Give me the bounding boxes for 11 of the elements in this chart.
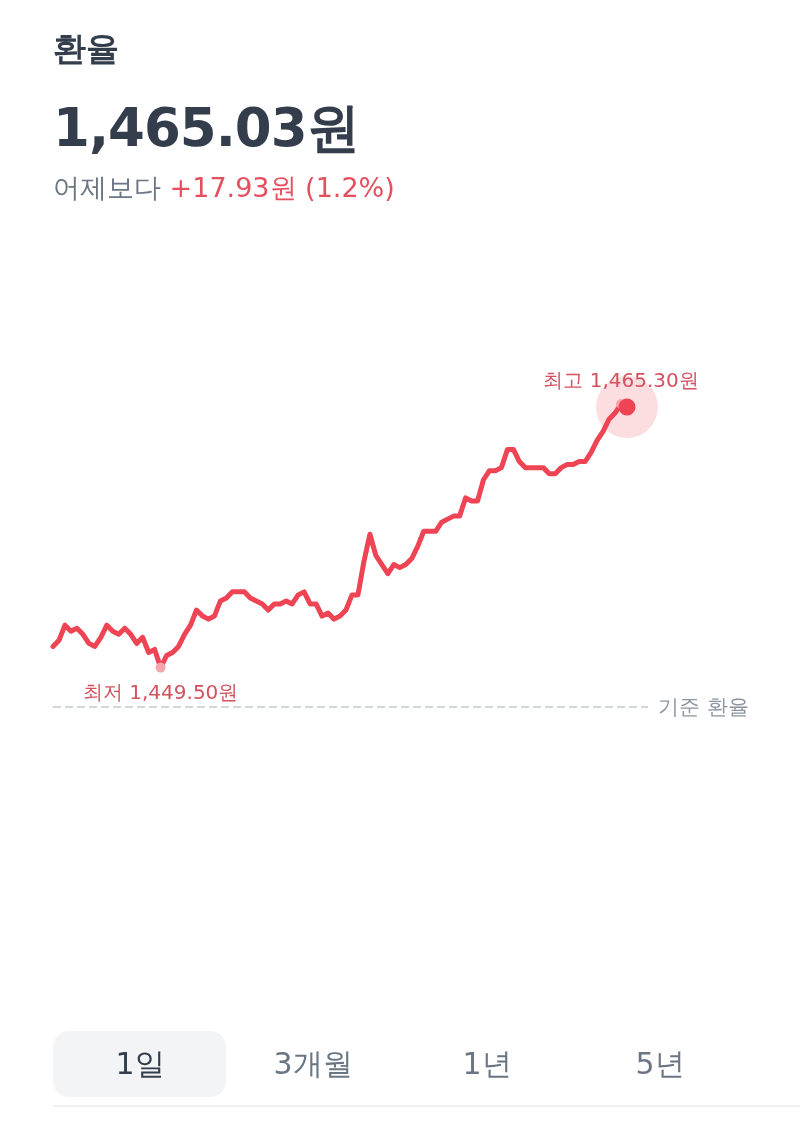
chart-title: 환율 [53,28,119,70]
text: 5년 [634,1045,686,1083]
text: 3개월 [272,1045,354,1083]
text: 1년 [461,1045,513,1083]
annotation: 최고 1,465.30원 [543,368,699,392]
chart-subtitle: 1,465.03원 [53,96,359,160]
text: +17.93원 (1.2%) [169,172,395,203]
annotation: 최저 1,449.50원 [82,679,239,704]
text: 어제보다 [53,172,161,203]
ref-line-label: 기준 환율 [658,695,749,719]
text: 1일 [114,1045,166,1083]
